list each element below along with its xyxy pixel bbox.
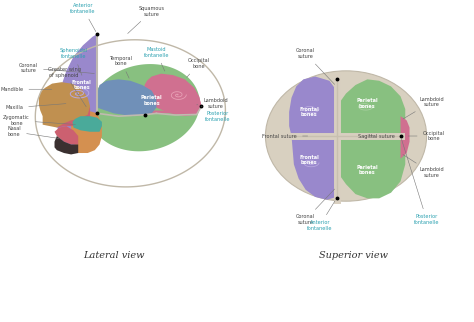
Text: Mandible: Mandible	[0, 87, 52, 92]
Text: Coronal
suture: Coronal suture	[19, 62, 94, 73]
Polygon shape	[401, 116, 410, 159]
Polygon shape	[71, 110, 102, 153]
Text: Maxilla: Maxilla	[5, 104, 66, 110]
Text: Coronal
suture: Coronal suture	[296, 189, 335, 225]
Polygon shape	[292, 136, 337, 200]
Text: Frontal
bones: Frontal bones	[72, 80, 91, 90]
Polygon shape	[337, 136, 405, 198]
Text: Temporal
bone: Temporal bone	[109, 55, 132, 78]
Text: Parietal
bones: Parietal bones	[141, 95, 163, 106]
Polygon shape	[90, 64, 200, 151]
Polygon shape	[145, 96, 201, 115]
Text: Sphenoidal
fontanelle: Sphenoidal fontanelle	[59, 48, 88, 75]
Text: Occipital
bone: Occipital bone	[187, 58, 210, 77]
Text: Anterior
fontanelle: Anterior fontanelle	[307, 201, 335, 231]
Polygon shape	[55, 98, 90, 128]
Polygon shape	[97, 79, 156, 116]
Text: Posterior
fontanelle: Posterior fontanelle	[401, 139, 439, 225]
Text: Lambdoid
suture: Lambdoid suture	[197, 98, 228, 109]
Text: Frontal
bones: Frontal bones	[299, 155, 319, 166]
Text: Sagittal suture: Sagittal suture	[358, 134, 395, 138]
Text: Mastoid
fontanelle: Mastoid fontanelle	[144, 47, 169, 71]
Text: dreamstime.com: dreamstime.com	[1, 299, 65, 308]
Text: Anterior
fontanelle: Anterior fontanelle	[70, 3, 96, 32]
Text: Occipital
bone: Occipital bone	[408, 131, 445, 141]
Polygon shape	[55, 136, 78, 155]
Text: Parietal
bones: Parietal bones	[356, 98, 378, 109]
Text: Lateral view: Lateral view	[83, 251, 145, 260]
Text: Superior view: Superior view	[319, 251, 388, 260]
Text: Frontal
bones: Frontal bones	[299, 107, 319, 117]
Text: Greater wing
of sphenoid: Greater wing of sphenoid	[47, 67, 86, 107]
Text: Lambdoid
suture: Lambdoid suture	[403, 97, 444, 119]
Polygon shape	[57, 34, 97, 153]
Text: Parietal
bones: Parietal bones	[356, 165, 378, 175]
Text: Zygomatic
bone: Zygomatic bone	[3, 115, 75, 126]
Polygon shape	[55, 126, 78, 145]
Text: Coronal
suture: Coronal suture	[296, 48, 335, 84]
Polygon shape	[145, 74, 201, 116]
Ellipse shape	[265, 71, 427, 201]
Text: Nasal
bone: Nasal bone	[7, 126, 59, 138]
Polygon shape	[39, 82, 90, 128]
Text: Lambdoid
suture: Lambdoid suture	[403, 155, 444, 178]
Polygon shape	[73, 116, 102, 132]
Text: Frontal suture: Frontal suture	[262, 134, 308, 138]
Text: ID 229837899 © Viktoriia  Kasyanyuk: ID 229837899 © Viktoriia Kasyanyuk	[319, 301, 439, 306]
Polygon shape	[337, 79, 405, 136]
Text: Squamous
suture: Squamous suture	[128, 6, 164, 33]
Polygon shape	[289, 77, 339, 136]
Text: Posterior
fontanelle: Posterior fontanelle	[201, 106, 231, 122]
